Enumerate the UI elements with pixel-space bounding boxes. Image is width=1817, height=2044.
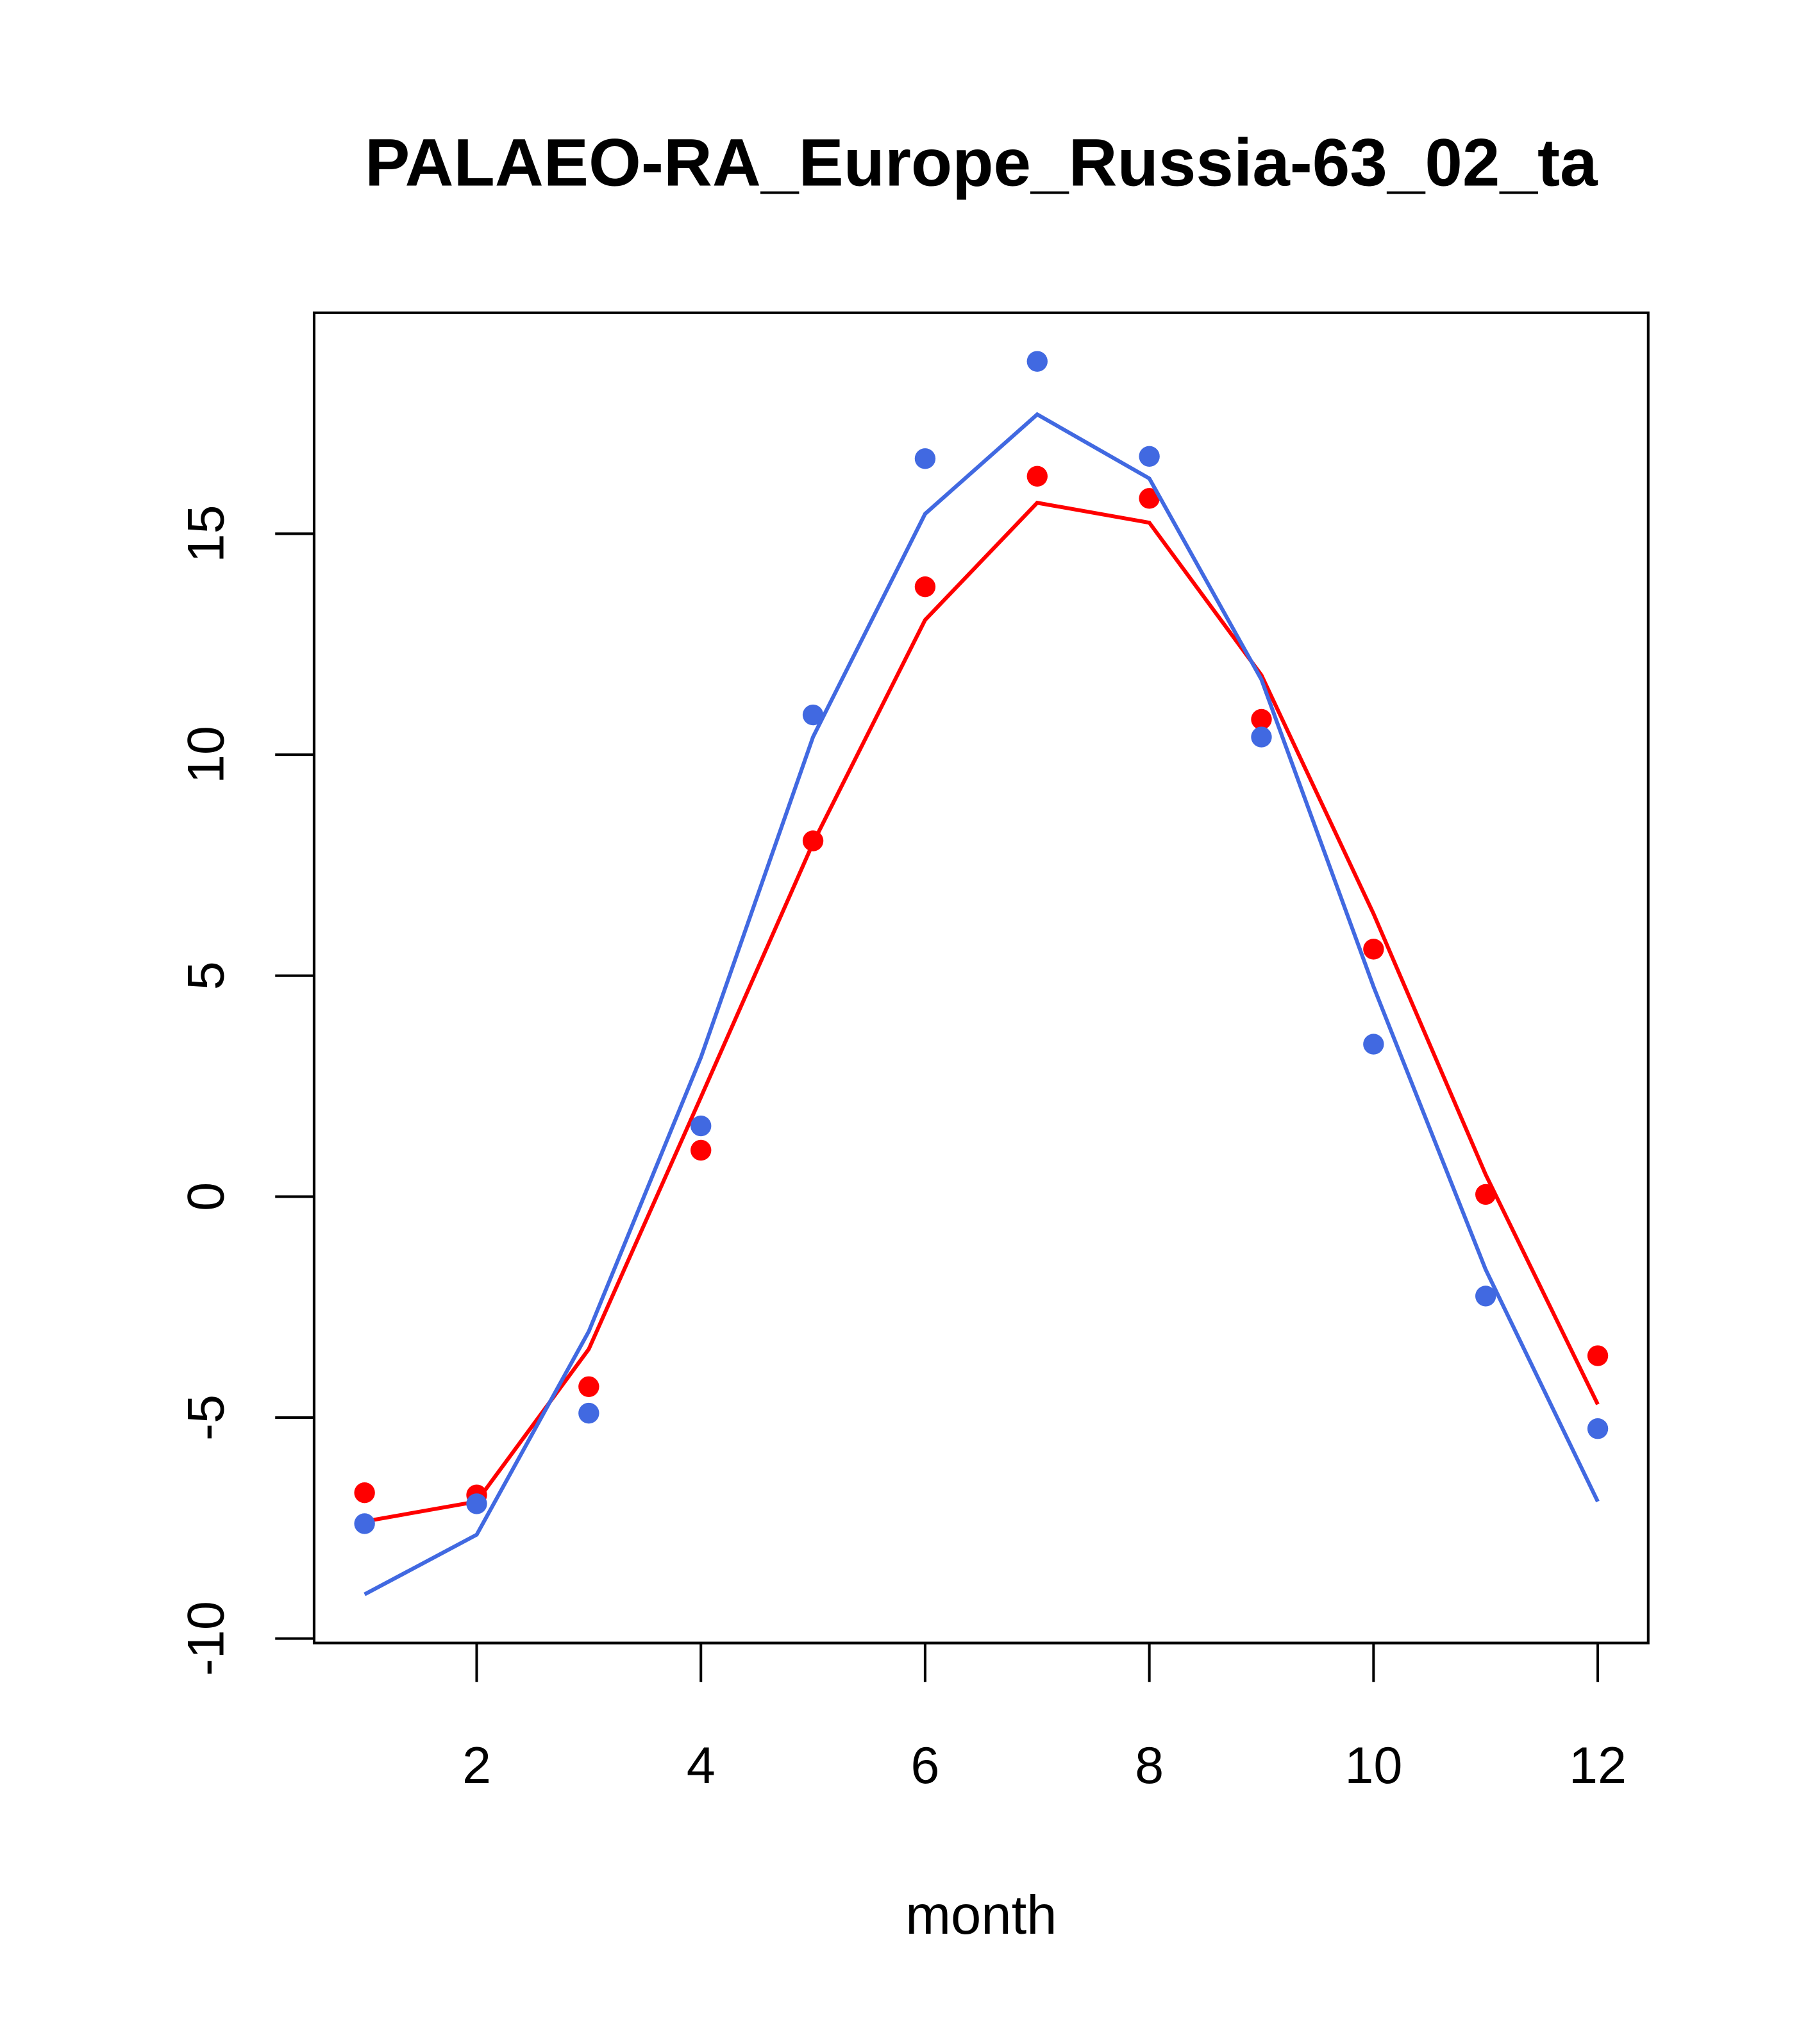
red-point bbox=[1026, 465, 1048, 487]
x-tick-label: 4 bbox=[687, 1737, 716, 1795]
blue-point bbox=[802, 704, 824, 726]
blue-point bbox=[914, 448, 936, 469]
x-axis-label: month bbox=[905, 1885, 1057, 1946]
red-point bbox=[1363, 939, 1384, 960]
blue-line-path bbox=[364, 412, 1600, 1596]
x-tick-label: 2 bbox=[462, 1737, 491, 1795]
blue-point bbox=[1026, 351, 1048, 372]
blue-line-series bbox=[364, 412, 1600, 1596]
y-axis: -10 -5 0 5 10 15 bbox=[177, 505, 315, 1676]
x-tick-label: 8 bbox=[1135, 1737, 1164, 1795]
y-tick-label: 0 bbox=[177, 1182, 235, 1211]
blue-point bbox=[691, 1115, 712, 1137]
blue-point bbox=[1363, 1034, 1384, 1055]
blue-point bbox=[1251, 726, 1272, 748]
blue-point bbox=[466, 1493, 487, 1514]
red-point bbox=[1587, 1345, 1609, 1366]
blue-point bbox=[354, 1513, 375, 1534]
y-tick-label: -10 bbox=[177, 1601, 235, 1676]
red-point bbox=[914, 576, 936, 598]
red-point bbox=[1139, 488, 1160, 509]
red-point bbox=[691, 1139, 712, 1161]
x-tick-label: 12 bbox=[1569, 1737, 1627, 1795]
red-point bbox=[578, 1376, 599, 1397]
red-points-series bbox=[354, 465, 1609, 1505]
red-point bbox=[1251, 708, 1272, 730]
x-tick-label: 10 bbox=[1344, 1737, 1402, 1795]
blue-point bbox=[1475, 1286, 1496, 1307]
x-tick-label: 6 bbox=[910, 1737, 939, 1795]
blue-point bbox=[1139, 446, 1160, 467]
blue-point bbox=[578, 1402, 599, 1424]
blue-point bbox=[1587, 1418, 1609, 1439]
plot-frame bbox=[312, 311, 1650, 1645]
x-axis: 2 4 6 8 10 12 bbox=[462, 1641, 1627, 1795]
series-layer bbox=[354, 351, 1609, 1596]
red-line-series bbox=[364, 500, 1600, 1523]
y-tick-label: 10 bbox=[177, 726, 235, 783]
chart-title: PALAEO-RA_Europe_Russia-63_02_ta bbox=[365, 125, 1598, 200]
red-point bbox=[354, 1482, 375, 1504]
y-tick-label: 15 bbox=[177, 505, 235, 562]
red-line-path bbox=[364, 500, 1600, 1523]
y-tick-label: 5 bbox=[177, 961, 235, 990]
y-tick-label: -5 bbox=[177, 1395, 235, 1441]
blue-points-series bbox=[354, 351, 1609, 1534]
